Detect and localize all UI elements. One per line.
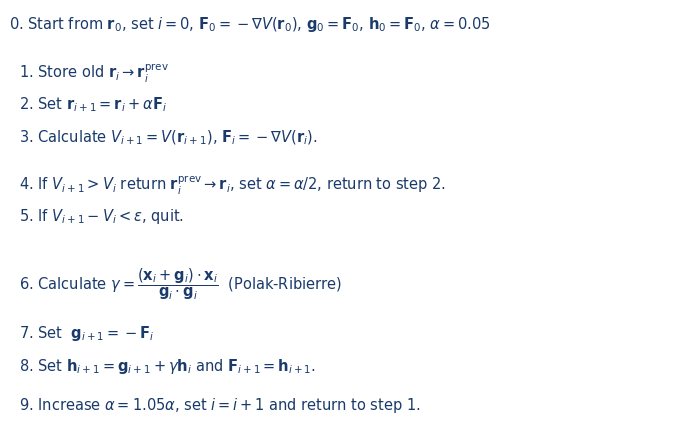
Text: 7. Set  $\mathbf{g}_{i+1} = -\mathbf{F}_i$: 7. Set $\mathbf{g}_{i+1} = -\mathbf{F}_i…	[19, 324, 155, 343]
Text: 9. Increase $\alpha = 1.05\alpha$, set $i = i + 1$ and return to step 1.: 9. Increase $\alpha = 1.05\alpha$, set $…	[19, 396, 420, 415]
Text: 8. Set $\mathbf{h}_{i+1} = \mathbf{g}_{i+1} + \gamma\mathbf{h}_i$ and $\mathbf{F: 8. Set $\mathbf{h}_{i+1} = \mathbf{g}_{i…	[19, 357, 316, 376]
Text: 3. Calculate $V_{i+1} = V(\mathbf{r}_{i+1})$, $\mathbf{F}_i = -\nabla V(\mathbf{: 3. Calculate $V_{i+1} = V(\mathbf{r}_{i+…	[19, 129, 318, 147]
Text: 5. If $V_{i+1} - V_i < \varepsilon$, quit.: 5. If $V_{i+1} - V_i < \varepsilon$, qui…	[19, 207, 184, 226]
Text: 6. Calculate $\gamma = \dfrac{(\mathbf{x}_i + \mathbf{g}_i) \cdot \mathbf{x}_i}{: 6. Calculate $\gamma = \dfrac{(\mathbf{x…	[19, 266, 342, 302]
Text: 1. Store old $\mathbf{r}_i \rightarrow \mathbf{r}_i^{\mathrm{prev}}$: 1. Store old $\mathbf{r}_i \rightarrow \…	[19, 61, 169, 85]
Text: 0. Start from $\mathbf{r}_0$, set $i = 0$, $\mathbf{F}_0 = -\nabla V(\mathbf{r}_: 0. Start from $\mathbf{r}_0$, set $i = 0…	[9, 15, 491, 34]
Text: 2. Set $\mathbf{r}_{i+1} = \mathbf{r}_i + \alpha\mathbf{F}_i$: 2. Set $\mathbf{r}_{i+1} = \mathbf{r}_i …	[19, 95, 167, 114]
Text: 4. If $V_{i+1} > V_i$ return $\mathbf{r}_i^{\mathrm{prev}} \rightarrow \mathbf{r: 4. If $V_{i+1} > V_i$ return $\mathbf{r}…	[19, 173, 446, 197]
